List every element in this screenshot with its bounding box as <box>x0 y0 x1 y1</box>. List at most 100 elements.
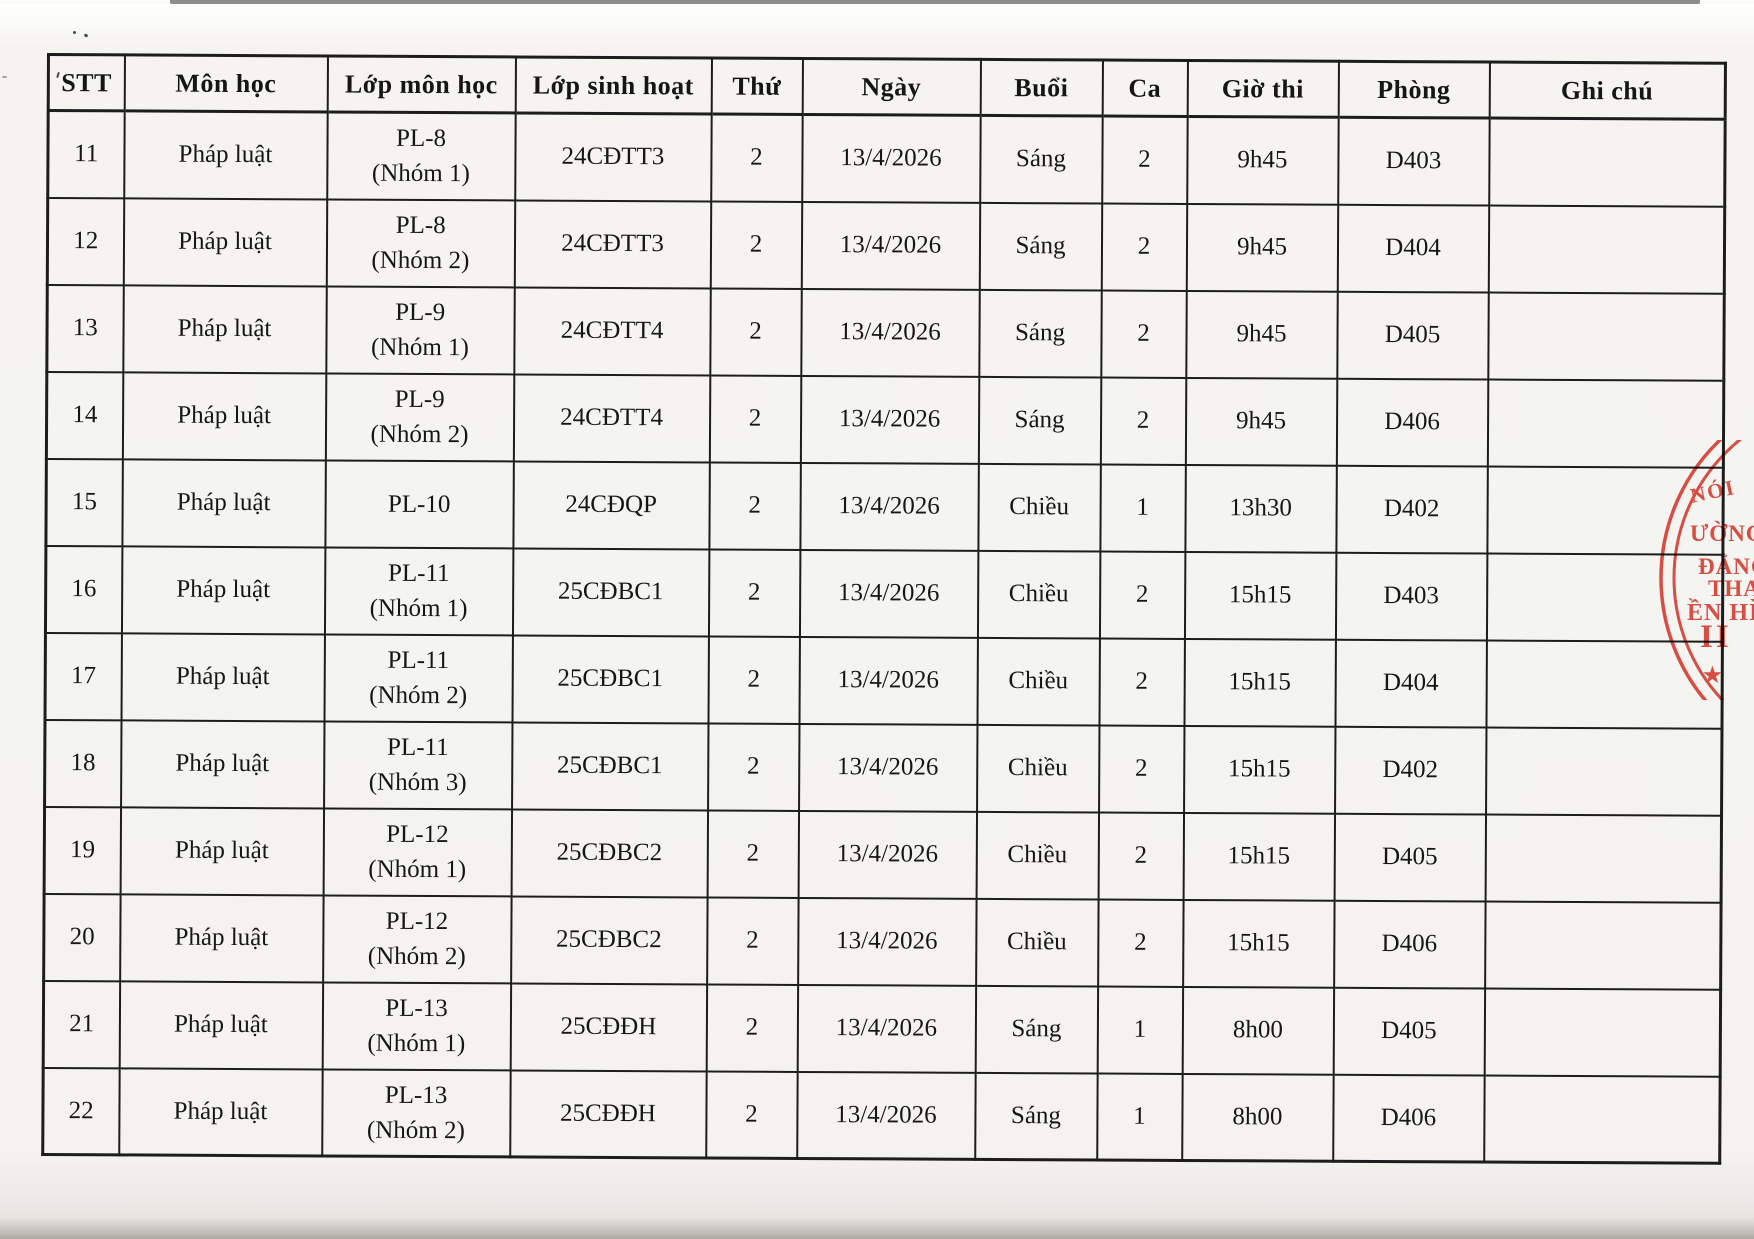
cell-mon-hoc: Pháp luật <box>119 980 323 1069</box>
cell-lop-mon-hoc: PL-11 (Nhóm 1) <box>324 546 513 635</box>
cell-lop-sinh-hoat: 24CĐTT3 <box>514 112 712 201</box>
cell-mon-hoc: Pháp luật <box>122 371 326 460</box>
table-row: 13 Pháp luật PL-9 (Nhóm 1) 24CĐTT4 2 13/… <box>46 284 1725 381</box>
cell-lop-mon-hoc: PL-8 (Nhóm 2) <box>326 198 515 287</box>
cell-ghi-chu <box>1487 292 1725 381</box>
cell-gio-thi: 15h15 <box>1183 725 1335 814</box>
cell-stt: 16 <box>45 545 122 633</box>
lop-mon-hoc-code: PL-12 <box>386 820 449 849</box>
cell-phong: D403 <box>1337 117 1490 206</box>
cell-buoi: Chiều <box>977 463 1101 552</box>
cell-gio-thi: 15h15 <box>1184 551 1336 640</box>
cell-lop-sinh-hoat: 25CĐBC2 <box>511 808 708 897</box>
cell-lop-mon-hoc: PL-11 (Nhóm 2) <box>324 633 513 722</box>
cell-ghi-chu <box>1484 988 1721 1077</box>
cell-ca: 2 <box>1099 551 1185 639</box>
header-thu: Thứ <box>711 57 803 115</box>
cell-lop-mon-hoc: PL-12 (Nhóm 2) <box>322 894 512 983</box>
cell-phong: D405 <box>1334 813 1486 902</box>
cell-phong: D402 <box>1335 465 1488 554</box>
cell-stt: 14 <box>46 371 123 459</box>
lop-mon-hoc-code: PL-11 <box>387 733 449 762</box>
cell-lop-mon-hoc: PL-12 (Nhóm 1) <box>323 807 512 896</box>
lop-mon-hoc-code: PL-13 <box>385 994 448 1023</box>
cell-ngay: 13/4/2026 <box>797 897 977 986</box>
header-ca: Ca <box>1102 60 1188 117</box>
lop-mon-hoc-nhom: (Nhóm 1) <box>368 855 467 884</box>
cell-phong: D404 <box>1334 639 1487 728</box>
lop-mon-hoc-nhom: (Nhóm 1) <box>367 1029 466 1058</box>
cell-lop-mon-hoc: PL-11 (Nhóm 3) <box>323 720 513 809</box>
cell-gio-thi: 9h45 <box>1186 116 1339 205</box>
cell-ghi-chu <box>1485 727 1722 816</box>
cell-mon-hoc: Pháp luật <box>122 284 327 373</box>
cell-ngay: 13/4/2026 <box>801 114 981 203</box>
cell-stt: 22 <box>42 1067 120 1155</box>
table-row: 16 Pháp luật PL-11 (Nhóm 1) 25CĐBC1 2 13… <box>45 545 1723 642</box>
header-ngay: Ngày <box>802 58 981 116</box>
cell-buoi: Sáng <box>979 202 1102 291</box>
table-row: 22 Pháp luật PL-13 (Nhóm 2) 25CĐĐH 2 13/… <box>42 1067 1721 1164</box>
cell-lop-mon-hoc: PL-10 <box>324 459 514 548</box>
header-buoi: Buổi <box>980 59 1103 117</box>
cell-lop-mon-hoc: PL-9 (Nhóm 2) <box>325 372 514 461</box>
cell-ngay: 13/4/2026 <box>797 984 976 1073</box>
cell-ca: 2 <box>1100 290 1187 378</box>
cell-lop-sinh-hoat: 25CĐBC1 <box>511 721 709 810</box>
cell-ca: 1 <box>1096 1073 1183 1161</box>
cell-mon-hoc: Pháp luật <box>121 632 325 721</box>
lop-mon-hoc-nhom: (Nhóm 1) <box>371 159 470 188</box>
cell-stt: 13 <box>46 284 124 372</box>
cell-thu: 2 <box>708 461 801 550</box>
cell-ghi-chu <box>1487 379 1724 468</box>
cell-ca: 2 <box>1098 812 1184 900</box>
lop-mon-hoc-nhom: (Nhóm 2) <box>366 1116 465 1144</box>
cell-phong: D404 <box>1337 204 1489 293</box>
cell-gio-thi: 15h15 <box>1183 638 1336 727</box>
cell-ngay: 13/4/2026 <box>799 462 979 551</box>
cell-thu: 2 <box>710 113 803 202</box>
cell-gio-thi: 9h45 <box>1186 203 1338 292</box>
cell-mon-hoc: Pháp luật <box>120 719 325 808</box>
cell-ca: 1 <box>1099 464 1186 552</box>
cell-thu: 2 <box>709 374 801 463</box>
cell-lop-sinh-hoat: 24CĐTT4 <box>513 286 711 375</box>
lop-mon-hoc-code: PL-9 <box>394 385 445 414</box>
cell-phong: D403 <box>1335 552 1487 641</box>
cell-ghi-chu <box>1488 118 1726 207</box>
cell-thu: 2 <box>709 287 802 376</box>
cell-ngay: 13/4/2026 <box>799 549 978 638</box>
header-mon-hoc: Môn học <box>124 54 328 112</box>
cell-thu: 2 <box>705 1070 798 1159</box>
table-row: 14 Pháp luật PL-9 (Nhóm 2) 24CĐTT4 2 13/… <box>46 371 1724 468</box>
cell-ngay: 13/4/2026 <box>798 810 977 899</box>
cell-mon-hoc: Pháp luật <box>123 197 327 286</box>
cell-phong: D405 <box>1336 291 1489 380</box>
cell-gio-thi: 9h45 <box>1185 290 1338 379</box>
cell-phong: D406 <box>1336 378 1488 467</box>
cell-lop-mon-hoc: PL-13 (Nhóm 1) <box>322 981 511 1070</box>
table-row: 20 Pháp luật PL-12 (Nhóm 2) 25CĐBC2 2 13… <box>43 893 1722 990</box>
cell-buoi: Sáng <box>975 985 1098 1074</box>
cell-ngay: 13/4/2026 <box>801 201 980 290</box>
cell-gio-thi: 15h15 <box>1182 899 1335 988</box>
cell-gio-thi: 13h30 <box>1184 464 1337 553</box>
cell-lop-sinh-hoat: 25CĐBC1 <box>512 547 709 636</box>
cell-lop-mon-hoc: PL-13 (Nhóm 2) <box>321 1068 511 1157</box>
cell-mon-hoc: Pháp luật <box>120 806 324 895</box>
cell-ghi-chu <box>1486 466 1724 555</box>
cell-ghi-chu <box>1485 814 1722 903</box>
ink-speck <box>73 31 76 34</box>
lop-mon-hoc-nhom: (Nhóm 2) <box>370 420 469 449</box>
cell-stt: 12 <box>47 197 124 285</box>
cell-ghi-chu <box>1484 901 1722 990</box>
cell-lop-mon-hoc: PL-9 (Nhóm 1) <box>325 285 515 374</box>
cell-ngay: 13/4/2026 <box>800 288 980 377</box>
cell-thu: 2 <box>708 635 800 724</box>
table-row: 15 Pháp luật PL-10 24CĐQP 2 13/4/2026 Ch… <box>45 458 1724 555</box>
cell-lop-sinh-hoat: 25CĐBC1 <box>512 634 709 723</box>
cell-ca: 2 <box>1101 203 1187 291</box>
lop-mon-hoc-code: PL-9 <box>395 298 446 327</box>
header-lop-mon-hoc: Lớp môn học <box>327 55 516 113</box>
